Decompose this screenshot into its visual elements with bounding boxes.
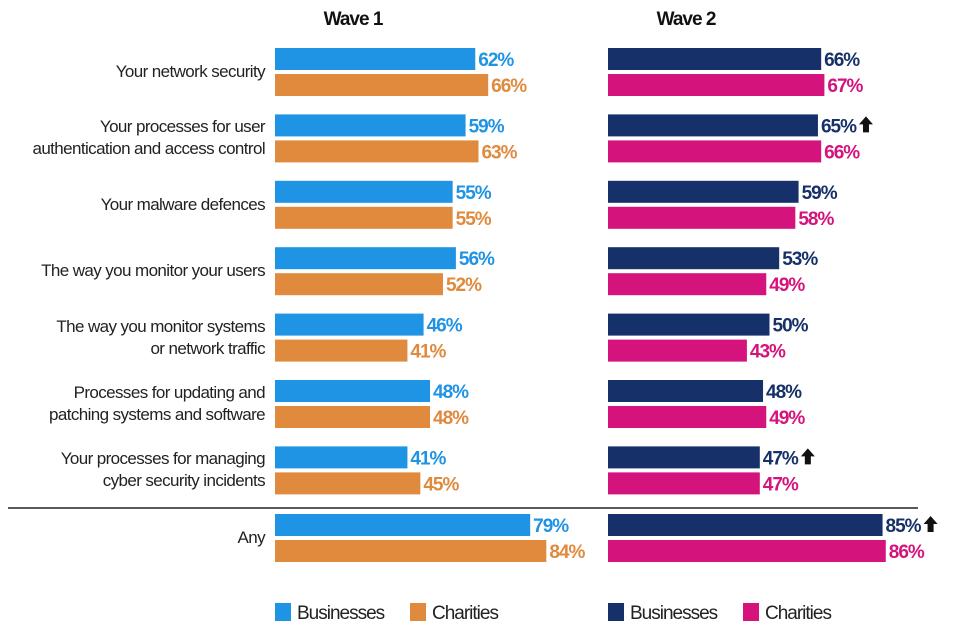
bar: [275, 446, 408, 469]
value-label: 47%: [763, 448, 799, 469]
bar: [608, 313, 770, 336]
value-label: 52%: [446, 275, 482, 296]
bar: [608, 406, 767, 428]
legend-label: Charities: [765, 603, 831, 624]
panel-title: Wave 2: [657, 9, 716, 30]
category-label: The way you monitor systems or network t…: [56, 316, 265, 358]
value-label: 63%: [481, 142, 517, 163]
category-label: Any: [237, 528, 266, 547]
panel-title: Wave 1: [324, 9, 384, 30]
value-label: 55%: [456, 209, 492, 230]
legend-swatch: [275, 603, 291, 621]
value-label: 62%: [478, 50, 514, 71]
category-label: Processes for updating and patching syst…: [49, 383, 266, 424]
increase-arrow: [923, 516, 938, 532]
bar: [608, 540, 886, 562]
value-label: 59%: [469, 116, 505, 137]
value-label: 41%: [410, 342, 446, 363]
bar: [275, 114, 466, 137]
value-label: 66%: [824, 50, 860, 71]
bar: [608, 180, 799, 203]
increase-arrow: [800, 448, 815, 465]
category-label: Your malware defences: [100, 194, 266, 214]
bar: [275, 140, 479, 163]
bar: [275, 206, 453, 229]
value-label: 84%: [549, 542, 585, 563]
legend-swatch: [608, 603, 624, 621]
value-label: 43%: [750, 342, 786, 363]
bar: [608, 48, 822, 70]
legend-swatch: [743, 603, 759, 621]
value-label: 46%: [427, 316, 463, 337]
bar: [608, 339, 747, 362]
bar: [608, 206, 796, 229]
bar: [275, 180, 453, 203]
bar: [608, 273, 767, 296]
bar: [608, 472, 760, 495]
category-label: Your processes for managing cyber securi…: [60, 449, 266, 491]
legend-label: Charities: [432, 603, 498, 624]
category-label: Your network security: [115, 62, 266, 81]
legend-label: Businesses: [630, 603, 718, 624]
value-label: 41%: [410, 448, 446, 469]
value-label: 48%: [433, 382, 469, 403]
bar: [608, 446, 760, 469]
bar: [608, 140, 822, 163]
bar: [275, 74, 489, 96]
value-label: 56%: [459, 249, 495, 270]
value-label: 47%: [763, 474, 799, 495]
legend-label: Businesses: [297, 603, 385, 624]
value-label: 86%: [889, 542, 925, 563]
value-label: 67%: [827, 76, 863, 97]
value-label: 55%: [456, 183, 492, 204]
value-label: 45%: [423, 474, 459, 495]
value-label: 59%: [802, 183, 838, 204]
bar: [275, 540, 547, 562]
legend-swatch: [410, 603, 426, 621]
bar: [608, 380, 764, 402]
bar: [275, 247, 456, 270]
value-label: 48%: [766, 382, 802, 403]
bar: [275, 380, 431, 402]
bar: [275, 472, 421, 495]
bar: [275, 273, 443, 296]
bar: [608, 114, 818, 137]
bar: [275, 406, 431, 428]
value-label: 66%: [824, 142, 860, 163]
value-label: 49%: [769, 408, 805, 429]
value-label: 58%: [798, 209, 834, 230]
bar: [275, 339, 408, 362]
bar: [608, 514, 883, 536]
bar: [275, 514, 531, 536]
value-label: 65%: [821, 116, 857, 137]
increase-arrow: [858, 116, 873, 133]
value-label: 85%: [886, 516, 922, 537]
bar: [275, 48, 476, 70]
value-label: 66%: [491, 76, 527, 97]
value-label: 48%: [433, 408, 469, 429]
value-label: 49%: [769, 275, 805, 296]
bar: [275, 313, 424, 336]
value-label: 79%: [533, 516, 569, 537]
value-label: 53%: [782, 249, 818, 270]
bar: [608, 247, 780, 270]
category-label: The way you monitor your users: [41, 261, 265, 281]
value-label: 50%: [773, 316, 809, 337]
bar: [608, 74, 825, 96]
category-label: Your processes for user authentication a…: [32, 117, 265, 159]
